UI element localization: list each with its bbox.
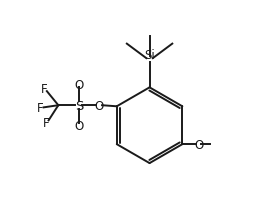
Text: S: S	[75, 99, 83, 112]
Text: F: F	[41, 83, 47, 96]
Text: O: O	[74, 79, 84, 92]
Text: O: O	[194, 138, 203, 151]
Text: O: O	[95, 99, 104, 112]
Text: F: F	[43, 116, 50, 129]
Text: O: O	[74, 120, 84, 133]
Text: Si: Si	[144, 49, 155, 62]
Text: F: F	[37, 101, 44, 114]
